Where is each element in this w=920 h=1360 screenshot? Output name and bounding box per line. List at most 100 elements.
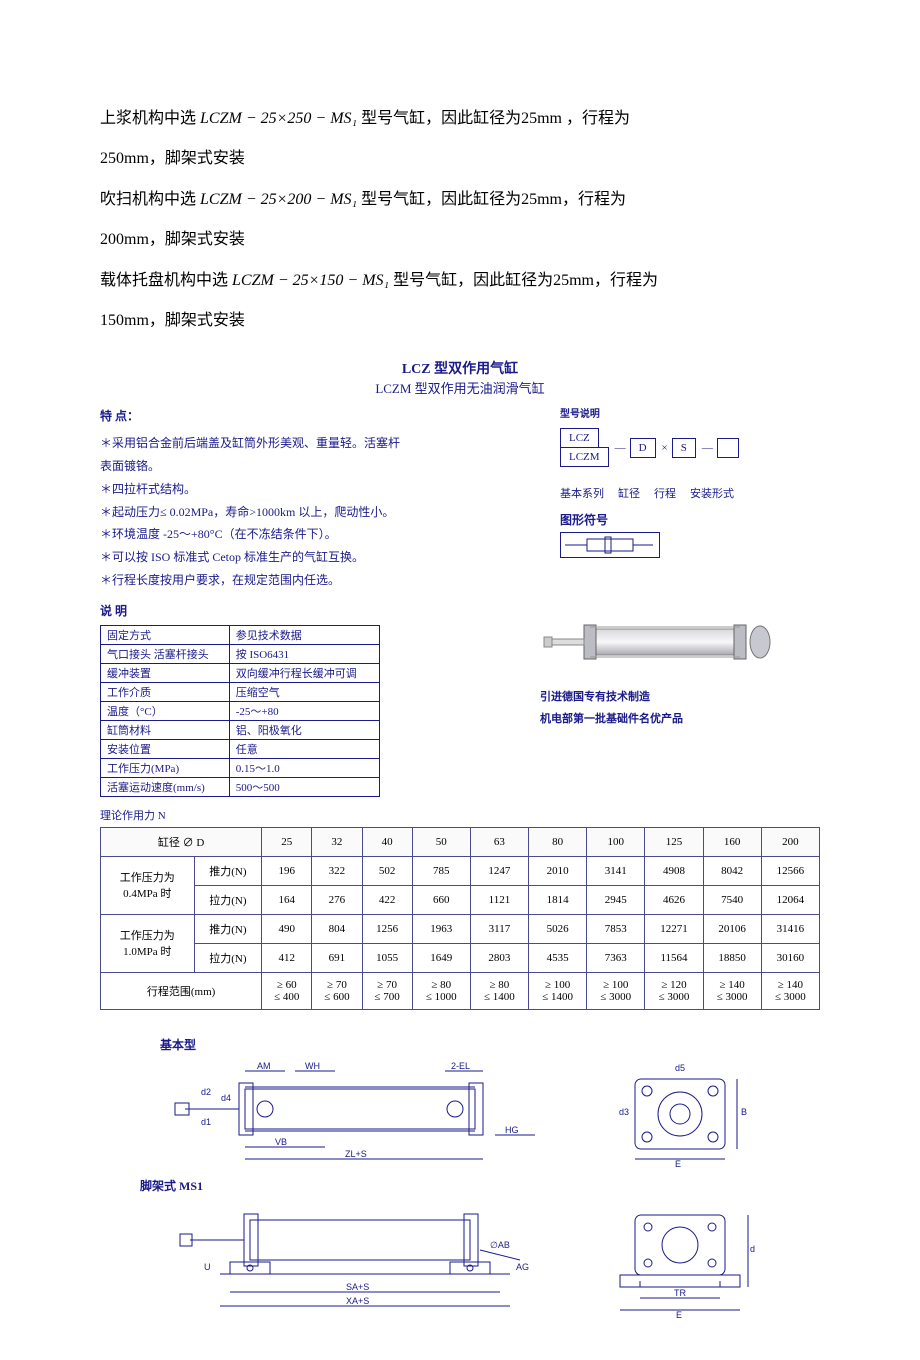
force-caption: 理论作用力 N (100, 807, 500, 823)
force-group-label: 工作压力为0.4MPa 时 (101, 856, 195, 914)
force-cell: 804 (312, 914, 362, 943)
dash-1: — (611, 442, 630, 454)
feature-item: ＊起动压力≤ 0.02MPa，寿命>1000km 以上，爬动性小。 (100, 501, 530, 524)
stroke-cell: ≥ 70≤ 600 (312, 972, 362, 1009)
svg-text:ZL+S: ZL+S (345, 1149, 367, 1159)
force-cell: 422 (362, 885, 412, 914)
force-cell: 1247 (470, 856, 528, 885)
stroke-cell: ≥ 140≤ 3000 (761, 972, 819, 1009)
force-cell: 2945 (587, 885, 645, 914)
dwg-basic-side: AM WH 2-EL VB ZL+S HG d2 d1 d4 (165, 1059, 585, 1169)
force-cell: 12566 (761, 856, 819, 885)
intro-3-post: 型号气缸，因此缸径为25mm，行程为 (393, 272, 658, 289)
spec-cell: 按 ISO6431 (229, 644, 379, 663)
spec-cell: 任意 (229, 739, 379, 758)
svg-text:WH: WH (305, 1061, 320, 1071)
force-cell: 7853 (587, 914, 645, 943)
spec-row: 说 明 固定方式参见技术数据气口接头 活塞杆接头按 ISO6431缓冲装置双向缓… (100, 602, 820, 827)
force-cell: 8042 (703, 856, 761, 885)
svg-text:XA+S: XA+S (346, 1296, 369, 1306)
features-block: 特 点： ＊采用铝合金前后端盖及缸筒外形美观、重量轻。活塞杆表面镀铬。＊四拉杆式… (100, 405, 530, 591)
model-box-lcz: LCZ (560, 428, 599, 448)
force-row-name: 拉力(N) (194, 943, 262, 972)
cylinder-photo (540, 602, 800, 682)
model-desc-header: 型号说明 (560, 405, 820, 420)
force-cell: 4626 (645, 885, 703, 914)
section-title: LCZ 型双作用气缸 LCZM 型双作用无油润滑气缸 (100, 358, 820, 397)
intro-text: 上浆机构中选 LCZM − 25×250 − MS₁ 型号气缸，因此缸径为25m… (100, 100, 820, 340)
force-cell: 1256 (362, 914, 412, 943)
stroke-cell: ≥ 80≤ 1000 (412, 972, 470, 1009)
force-dia: 40 (362, 827, 412, 856)
svg-text:d2: d2 (201, 1087, 211, 1097)
title-2: LCZM 型双作用无油润滑气缸 (100, 378, 820, 397)
force-cell: 7540 (703, 885, 761, 914)
intro-1-post: 型号气缸，因此缸径为25mm ，行程为 (361, 110, 630, 127)
stroke-cell: ≥ 80≤ 1400 (470, 972, 528, 1009)
svg-text:d1: d1 (201, 1117, 211, 1127)
spec-right-cap1: 引进德国专有技术制造 (540, 688, 820, 704)
force-cell: 11564 (645, 943, 703, 972)
force-cell: 490 (262, 914, 312, 943)
force-cell: 1055 (362, 943, 412, 972)
model-box-blank (717, 438, 739, 458)
spec-cell: 工作介质 (101, 682, 230, 701)
spec-cell: 压缩空气 (229, 682, 379, 701)
stroke-label: 行程范围(mm) (101, 972, 262, 1009)
force-dia: 32 (312, 827, 362, 856)
force-dia: 200 (761, 827, 819, 856)
intro-2-pre: 吹扫机构中选 (100, 191, 200, 208)
svg-text:d5: d5 (675, 1063, 685, 1073)
dwg-ms1-caption: 脚架式 MS1 (140, 1177, 820, 1194)
force-cell: 7363 (587, 943, 645, 972)
force-cell: 4908 (645, 856, 703, 885)
model-box-d: D (630, 438, 656, 458)
intro-2-model: LCZM − 25×200 − MS₁ (200, 191, 357, 208)
spec-cell: 气口接头 活塞杆接头 (101, 644, 230, 663)
spec-cell: 0.15～1.0 (229, 758, 379, 777)
intro-1-pre: 上浆机构中选 (100, 110, 200, 127)
model-box-lczm: LCZM (560, 447, 609, 467)
stroke-cell: ≥ 140≤ 3000 (703, 972, 761, 1009)
force-cell: 412 (262, 943, 312, 972)
svg-text:AG: AG (516, 1262, 529, 1272)
spec-cell: 温度（°C） (101, 701, 230, 720)
force-cell: 2010 (529, 856, 587, 885)
force-dia: 63 (470, 827, 528, 856)
force-dia: 125 (645, 827, 703, 856)
symbol-diagram (560, 532, 660, 558)
model-label: 基本系列 (560, 485, 604, 501)
force-cell: 502 (362, 856, 412, 885)
force-cell: 5026 (529, 914, 587, 943)
spec-cell: 安装位置 (101, 739, 230, 758)
force-dia: 160 (703, 827, 761, 856)
force-dia: 100 (587, 827, 645, 856)
force-cell: 1121 (470, 885, 528, 914)
force-dia: 50 (412, 827, 470, 856)
spec-cell: 固定方式 (101, 625, 230, 644)
force-cell: 196 (262, 856, 312, 885)
force-row-name: 推力(N) (194, 914, 262, 943)
force-cell: 1649 (412, 943, 470, 972)
force-dia: 25 (262, 827, 312, 856)
feature-item: ＊可以按 ISO 标准式 Cetop 标准生产的气缸互换。 (100, 546, 530, 569)
model-label: 缸径 (618, 485, 640, 501)
svg-text:d: d (750, 1244, 755, 1254)
features-header: 特 点： (100, 405, 530, 428)
force-cell: 12064 (761, 885, 819, 914)
cross: × (658, 442, 672, 454)
force-cell: 3117 (470, 914, 528, 943)
force-cell: 785 (412, 856, 470, 885)
force-table: 缸径 ∅ D 2532405063 80100125160200 工作压力为0.… (100, 827, 820, 1010)
model-label: 行程 (654, 485, 676, 501)
symbol-header: 图形符号 (560, 511, 820, 528)
model-label: 安装形式 (690, 485, 734, 501)
spec-cell: 铝、阳极氧化 (229, 720, 379, 739)
intro-1b: 250mm，脚架式安装 (100, 140, 820, 178)
stroke-cell: ≥ 120≤ 3000 (645, 972, 703, 1009)
force-cell: 1814 (529, 885, 587, 914)
intro-3b: 150mm，脚架式安装 (100, 302, 820, 340)
force-cell: 31416 (761, 914, 819, 943)
svg-text:U: U (204, 1262, 211, 1272)
intro-2b: 200mm，脚架式安装 (100, 221, 820, 259)
